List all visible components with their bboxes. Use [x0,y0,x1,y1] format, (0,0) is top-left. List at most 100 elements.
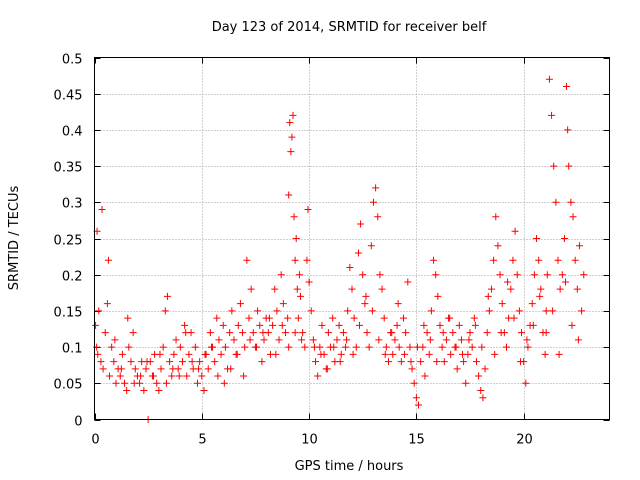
data-point [127,358,135,366]
data-point [434,292,442,300]
data-point [240,372,248,380]
data-point [571,256,579,264]
data-point [303,256,311,264]
data-point [260,336,268,344]
data-point [471,321,479,329]
data-point [284,314,292,322]
data-point [273,307,281,315]
data-point [159,343,167,351]
data-point [329,314,337,322]
data-point [491,350,499,358]
x-tick-labels: 0 5 10 15 20 [91,433,532,448]
data-point [226,329,234,337]
data-point [423,329,431,337]
data-point [285,343,293,351]
data-point [101,329,109,337]
data-point [137,372,145,380]
data-point [357,220,365,228]
data-point [479,394,487,402]
data-point [372,184,380,192]
data-point [233,350,241,358]
x-tick-label: 20 [516,433,533,448]
data-point [430,256,438,264]
data-point [556,285,564,293]
data-point [565,162,573,170]
data-point [344,307,352,315]
data-point [230,336,238,344]
data-point [312,358,320,366]
data-point [112,379,120,387]
data-point [510,314,518,322]
data-point [554,256,562,264]
data-point [462,379,470,387]
data-point [281,329,289,337]
data-point [213,314,221,322]
data-point [241,343,249,351]
data-point [578,307,586,315]
data-point [323,365,331,373]
data-point [389,350,397,358]
data-point [542,329,550,337]
data-point [413,343,421,351]
data-point [460,358,468,366]
data-point [290,213,298,221]
data-point [293,285,301,293]
data-point [412,394,420,402]
y-tick-label: 0.35 [54,161,83,176]
data-point [485,307,493,315]
data-point [537,285,545,293]
data-point [509,256,517,264]
data-point [297,292,304,300]
data-point [354,249,362,257]
data-point [348,285,356,293]
data-point [567,198,575,206]
data-point [92,321,100,329]
data-point [201,350,209,358]
axis-ticks [94,57,610,421]
data-point [220,379,228,387]
data-point [388,329,396,337]
data-point [130,379,138,387]
data-point [129,329,137,337]
data-point [247,285,255,293]
data-point [339,329,347,337]
x-tick-label: 10 [301,433,318,448]
data-point [507,285,515,293]
data-point [376,271,384,279]
data-point [245,314,253,322]
data-point [157,365,165,373]
data-point [401,350,409,358]
data-point [395,343,403,351]
data-point [550,162,558,170]
data-point [253,343,261,351]
data-point [342,343,350,351]
data-point [335,321,343,329]
data-point [487,285,495,293]
data-point [211,358,219,366]
data-point [574,336,582,344]
grid-lines [94,57,610,420]
data-point [196,358,204,366]
data-point [545,75,553,83]
data-point [468,343,476,351]
data-point [415,401,423,409]
data-point [204,365,212,373]
data-point [365,343,373,351]
data-point [234,321,242,329]
data-point [153,379,161,387]
data-point [307,307,315,315]
data-point [496,271,504,279]
data-point [492,213,500,221]
data-point [563,82,571,90]
data-point [400,314,407,322]
data-point [277,271,285,279]
data-point [494,242,502,250]
data-point [533,235,541,242]
data-point [330,343,338,351]
data-point [535,256,543,264]
data-point [558,271,566,279]
data-point [292,235,300,242]
data-point [432,271,440,279]
data-point [194,379,201,387]
data-point [299,329,307,337]
